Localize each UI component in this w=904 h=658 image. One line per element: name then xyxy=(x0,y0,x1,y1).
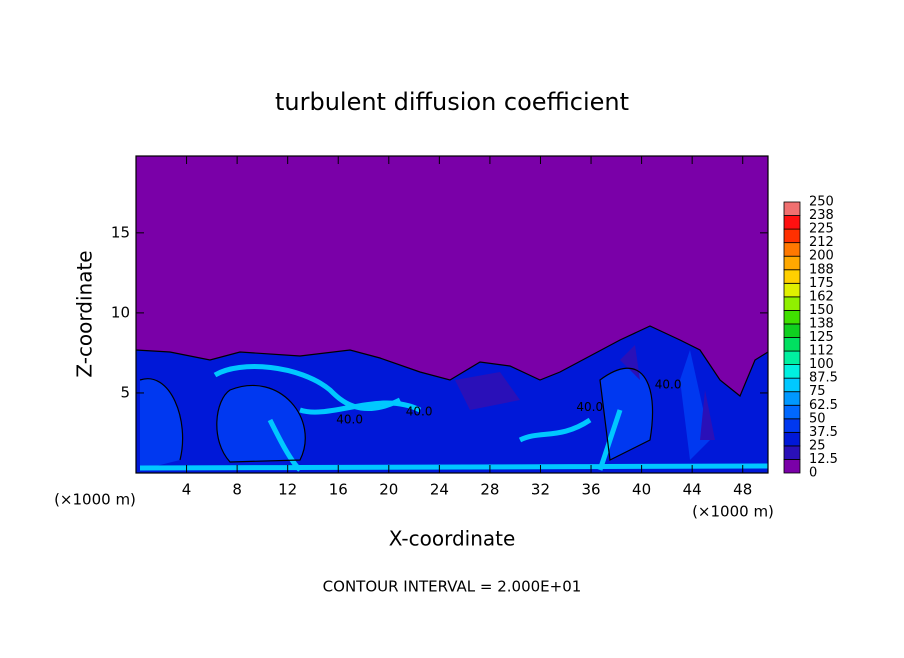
colorbar-box xyxy=(783,228,801,244)
x-tick-label: 32 xyxy=(531,481,550,499)
plot-frame xyxy=(135,155,769,474)
y-tick-label: 10 xyxy=(111,303,130,321)
x-unit-label: (×1000 m) xyxy=(54,491,136,509)
colorbar-box xyxy=(783,215,801,230)
colorbar-box xyxy=(783,201,801,216)
colorbar-box xyxy=(783,269,801,284)
contour-label: 40.0 xyxy=(336,413,363,427)
x-tick-label: 8 xyxy=(232,481,242,499)
colorbar-label: 62.5 xyxy=(809,398,838,413)
field-region xyxy=(455,345,715,440)
contour-label: 40.0 xyxy=(576,400,603,414)
chart-title: turbulent diffusion coefficient xyxy=(275,88,629,116)
colorbar-box xyxy=(783,404,801,420)
colorbar-label: 250 xyxy=(809,195,834,210)
colorbar-label: 138 xyxy=(809,316,834,331)
x-tick-label: 24 xyxy=(430,481,449,499)
colorbar-label: 175 xyxy=(809,276,834,291)
x-tick-label: 20 xyxy=(379,481,398,499)
colorbar-label: 150 xyxy=(809,303,834,318)
colorbar-label: 12.5 xyxy=(809,452,838,467)
colorbar-box xyxy=(783,323,801,338)
colorbar-box xyxy=(783,431,801,447)
x-tick-label: 28 xyxy=(480,481,499,499)
colorbar-label: 112 xyxy=(809,344,834,359)
colorbar-box xyxy=(783,255,801,271)
x-tick-label: 16 xyxy=(329,481,348,499)
colorbar-box xyxy=(783,337,801,352)
footer: CONTOUR INTERVAL = 2.000E+01 xyxy=(323,578,582,596)
colorbar-label: 212 xyxy=(809,235,834,250)
x-tick-label: 40 xyxy=(632,481,651,499)
field-region xyxy=(139,364,769,472)
y-axis-title: Z-coordinate xyxy=(73,250,97,377)
colorbar-box xyxy=(783,418,801,433)
colorbar-box xyxy=(783,459,801,474)
colorbar-label: 188 xyxy=(809,262,834,277)
colorbar-label: 0 xyxy=(809,466,817,481)
colorbar-label: 162 xyxy=(809,289,834,304)
x-tick-label: 48 xyxy=(733,481,752,499)
x-axis-title: X-coordinate xyxy=(389,527,516,551)
colorbar-label: 50 xyxy=(809,411,826,426)
colorbar-label: 125 xyxy=(809,330,834,345)
colorbar-box xyxy=(783,242,801,257)
x-tick-label: 36 xyxy=(581,481,600,499)
colorbar-label: 238 xyxy=(809,208,834,223)
colorbar-box xyxy=(783,445,801,460)
field xyxy=(135,156,769,473)
colorbar-label: 225 xyxy=(809,222,834,237)
x-tick-label: 4 xyxy=(182,481,192,499)
colorbar-label: 37.5 xyxy=(809,425,838,440)
colorbar-box xyxy=(783,377,801,393)
colorbar-box xyxy=(783,309,801,325)
x-unit-label: (×1000 m) xyxy=(692,503,774,521)
x-tick-label: 12 xyxy=(278,481,297,499)
colorbar-label: 87.5 xyxy=(809,371,838,386)
colorbar-box xyxy=(783,364,801,379)
colorbar-label: 25 xyxy=(809,438,826,453)
colorbar-label: 200 xyxy=(809,249,834,264)
colorbar-box xyxy=(783,296,801,311)
x-tick-label: 44 xyxy=(683,481,702,499)
colorbar-box xyxy=(783,282,801,298)
colorbar-box xyxy=(783,350,801,365)
colorbar-label: 75 xyxy=(809,384,826,399)
contour-line xyxy=(135,325,769,463)
y-tick-label: 5 xyxy=(120,383,130,401)
y-tick-label: 15 xyxy=(111,223,130,241)
contour-label: 40.0 xyxy=(406,405,433,419)
colorbar-label: 100 xyxy=(809,357,834,372)
contour-label: 40.0 xyxy=(655,377,682,391)
colorbar-box xyxy=(783,391,801,406)
